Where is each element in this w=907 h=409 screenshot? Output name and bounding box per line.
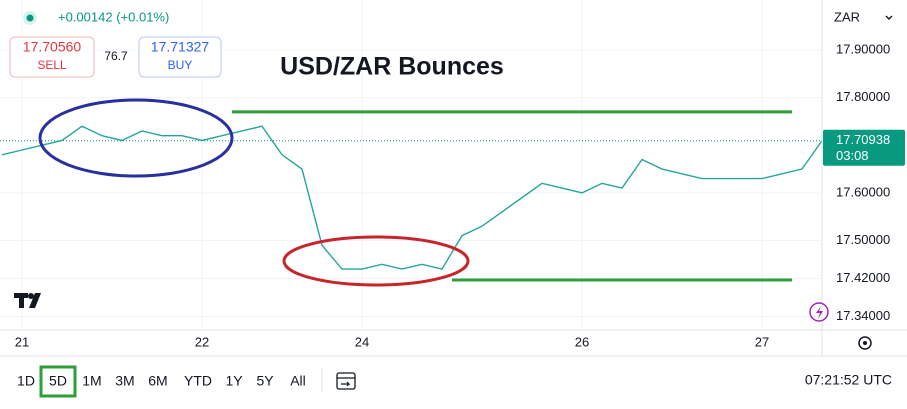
timeframe-button[interactable]: All xyxy=(290,373,306,389)
x-tick-label: 21 xyxy=(15,334,29,349)
x-tick-label: 27 xyxy=(755,334,769,349)
countdown: 03:08 xyxy=(836,148,869,163)
spread: 76.7 xyxy=(104,49,128,63)
timeframe-button[interactable]: 3M xyxy=(115,373,134,389)
x-tick-label: 26 xyxy=(575,334,589,349)
currency[interactable]: ZAR xyxy=(834,9,860,24)
x-tick-label: 22 xyxy=(195,334,209,349)
settings-icon[interactable] xyxy=(858,336,872,350)
last-price-box xyxy=(823,129,905,166)
timeframe-button[interactable]: 6M xyxy=(148,373,167,389)
buy-label: BUY xyxy=(168,58,193,72)
y-tick-label: 17.42000 xyxy=(836,270,890,285)
chart-title: USD/ZAR Bounces xyxy=(280,53,504,81)
compare-icon[interactable] xyxy=(336,372,356,390)
alert-icon xyxy=(816,306,823,319)
price-line xyxy=(1,125,823,270)
y-tick-label: 17.80000 xyxy=(836,89,890,104)
timeframe-button[interactable]: 1Y xyxy=(225,373,243,389)
timeframe-button[interactable]: 5Y xyxy=(256,373,274,389)
settings-icon xyxy=(863,341,867,345)
y-tick-label: 17.60000 xyxy=(836,184,890,199)
status-dot xyxy=(26,14,34,22)
active-timeframe xyxy=(39,365,77,398)
sell-label: SELL xyxy=(37,58,67,72)
change: +0.00142 (+0.01%) xyxy=(58,9,169,24)
y-tick-label: 17.50000 xyxy=(836,232,890,247)
toolbar: 1D 5D 1M 3M 6M YTD 1Y 5Y All xyxy=(17,365,306,398)
y-tick-label: 17.34000 xyxy=(836,308,890,323)
timeframe-button[interactable]: 5D xyxy=(49,373,67,389)
x-tick-label: 24 xyxy=(355,334,369,349)
buy-button[interactable] xyxy=(138,36,222,78)
logo xyxy=(14,293,41,308)
sell-price: 17.70560 xyxy=(23,39,82,55)
sell-button[interactable] xyxy=(9,36,95,78)
alert-icon[interactable] xyxy=(809,302,829,322)
timeframe-button[interactable]: YTD xyxy=(184,373,212,389)
y-tick-label: 17.90000 xyxy=(836,41,890,56)
buy-price: 17.71327 xyxy=(151,39,210,55)
dropdown-chevron xyxy=(885,15,893,20)
plot xyxy=(0,110,823,282)
timeframe-button[interactable]: 1D xyxy=(17,373,35,389)
last-price: 17.70938 xyxy=(836,132,890,147)
clock: 07:21:52 UTC xyxy=(805,372,892,388)
highlight-ellipse xyxy=(38,98,234,178)
timeframe-button[interactable]: 1M xyxy=(82,373,101,389)
highlight-ellipse xyxy=(282,235,470,287)
